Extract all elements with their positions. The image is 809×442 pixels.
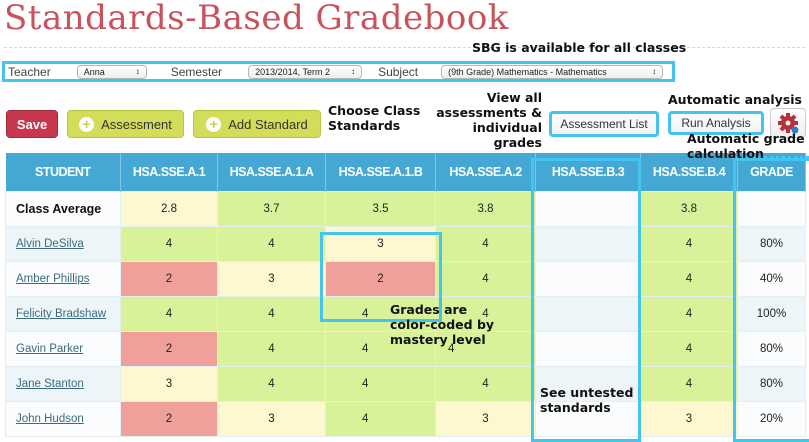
gradebook-table: STUDENT HSA.SSE.A.1 HSA.SSE.A.1.A HSA.SS… (5, 153, 806, 437)
annotation-auto-grade: Automatic grade calculation (687, 131, 805, 161)
score-cell[interactable]: 4 (325, 295, 436, 332)
score-cell[interactable]: 4 (435, 365, 536, 402)
semester-label: Semester (170, 64, 223, 79)
score-cell[interactable]: 3 (325, 225, 436, 262)
score-cell-untested[interactable] (535, 330, 641, 367)
student-link[interactable]: Felicity Bradshaw (16, 307, 107, 320)
save-button[interactable]: Save (6, 110, 58, 138)
highlight-box-color-coded (320, 232, 442, 322)
score-cell[interactable]: 4 (217, 365, 326, 402)
add-standard-button[interactable]: + Add Standard (193, 110, 321, 138)
score-cell[interactable]: 4 (120, 295, 218, 332)
column-header-standard[interactable]: HSA.SSE.A.2 (435, 153, 536, 191)
score-cell[interactable]: 4 (325, 365, 436, 402)
annotation-untested: See untested standards (540, 385, 634, 415)
student-link[interactable]: Jane Stanton (16, 377, 84, 390)
score-cell: 2.8 (120, 190, 218, 227)
score-cell[interactable]: 3 (217, 260, 326, 297)
divider (4, 47, 805, 48)
score-cell[interactable]: 4 (217, 225, 326, 262)
score-cell[interactable]: 4 (435, 260, 536, 297)
grade-cell: 80% (737, 330, 806, 367)
score-cell[interactable]: 2 (120, 400, 218, 437)
student-link[interactable]: John Hudson (16, 412, 84, 425)
assessment-list-button[interactable]: Assessment List (549, 111, 659, 137)
grade-cell: 80% (737, 365, 806, 402)
score-cell[interactable]: 2 (120, 260, 218, 297)
score-cell[interactable]: 4 (640, 295, 738, 332)
annotation-connector-line (735, 156, 809, 159)
table-row: Jane Stanton 3 4 4 4 4 80% (5, 365, 806, 402)
subject-label: Subject (378, 64, 419, 79)
score-cell[interactable]: 4 (325, 330, 436, 367)
score-cell[interactable]: 4 (217, 295, 326, 332)
score-cell[interactable]: 4 (640, 365, 738, 402)
semester-select[interactable]: 2013/2014, Term 2 ↕ (248, 64, 363, 79)
score-cell[interactable]: 4 (435, 295, 536, 332)
score-cell[interactable]: 3 (435, 400, 536, 437)
score-cell-untested[interactable] (535, 295, 641, 332)
filter-bar: Teacher Anna ↕ Semester 2013/2014, Term 2… (2, 61, 675, 82)
select-arrows-icon: ↕ (351, 67, 356, 76)
score-cell: 3.8 (640, 190, 738, 227)
column-header-standard[interactable]: HSA.SSE.B.4 (640, 153, 738, 191)
gear-icon (778, 113, 799, 134)
score-cell[interactable]: 4 (325, 400, 436, 437)
settings-button[interactable] (770, 108, 806, 138)
grade-cell: 20% (737, 400, 806, 437)
table-row: Felicity Bradshaw 4 4 4 4 4 100% (5, 295, 806, 332)
column-header-standard[interactable]: HSA.SSE.A.1 (120, 153, 218, 191)
annotation-color-coded: Grades are color-coded by mastery level (390, 302, 495, 347)
plus-icon: + (79, 116, 95, 132)
score-cell[interactable]: 4 (640, 330, 738, 367)
annotation-choose-standards: Choose Class Standards (328, 103, 421, 133)
highlight-box-grade (733, 158, 809, 442)
table-row: Alvin DeSilva 4 4 3 4 4 80% (5, 225, 806, 262)
score-cell[interactable]: 2 (325, 260, 436, 297)
grade-cell: 80% (737, 225, 806, 262)
score-cell[interactable]: 4 (435, 225, 536, 262)
grade-cell (737, 190, 806, 227)
class-average-row: Class Average 2.8 3.7 3.5 3.8 3.8 (5, 190, 806, 227)
plus-icon: + (206, 116, 222, 132)
score-cell: 3.5 (325, 190, 436, 227)
grade-cell: 40% (737, 260, 806, 297)
score-cell[interactable]: 4 (435, 330, 536, 367)
score-cell[interactable]: 4 (640, 225, 738, 262)
score-cell: 3.7 (217, 190, 326, 227)
subject-select[interactable]: (9th Grade) Mathematics - Mathematics ↕ (441, 64, 664, 79)
highlight-box-untested (531, 158, 641, 442)
add-assessment-button[interactable]: + Assessment (67, 110, 184, 138)
student-link[interactable]: Amber Phillips (16, 272, 90, 285)
teacher-select[interactable]: Anna ↕ (76, 64, 147, 79)
teacher-label: Teacher (8, 64, 51, 79)
score-cell[interactable]: 3 (640, 400, 738, 437)
score-cell[interactable]: 2 (120, 330, 218, 367)
score-cell[interactable]: 3 (120, 365, 218, 402)
score-cell: 3.8 (435, 190, 536, 227)
annotation-sbg-available: SBG is available for all classes (472, 40, 687, 55)
grade-cell: 100% (737, 295, 806, 332)
annotation-auto-analysis: Automatic analysis (668, 92, 802, 107)
table-row: John Hudson 2 3 4 3 3 20% (5, 400, 806, 437)
select-arrows-icon: ↕ (652, 67, 657, 76)
column-header-student[interactable]: STUDENT (5, 153, 121, 191)
score-cell-untested[interactable] (535, 400, 641, 437)
column-header-standard[interactable]: HSA.SSE.A.1.B (325, 153, 436, 191)
student-link[interactable]: Alvin DeSilva (16, 237, 84, 250)
score-cell[interactable]: 4 (120, 225, 218, 262)
score-cell[interactable]: 3 (217, 400, 326, 437)
table-row: Gavin Parker 2 4 4 4 4 80% (5, 330, 806, 367)
student-link[interactable]: Gavin Parker (16, 342, 84, 355)
score-cell[interactable]: 4 (217, 330, 326, 367)
annotation-view-all: View all assessments & individual grades (436, 90, 542, 150)
column-header-standard[interactable]: HSA.SSE.A.1.A (217, 153, 326, 191)
page-title: Standards-Based Gradebook (4, 0, 509, 38)
table-header-row: STUDENT HSA.SSE.A.1 HSA.SSE.A.1.A HSA.SS… (5, 153, 806, 191)
score-cell-untested[interactable] (535, 225, 641, 262)
run-analysis-button[interactable]: Run Analysis (668, 111, 764, 135)
select-arrows-icon: ↕ (135, 67, 140, 76)
class-average-label: Class Average (5, 190, 121, 227)
score-cell[interactable]: 4 (640, 260, 738, 297)
